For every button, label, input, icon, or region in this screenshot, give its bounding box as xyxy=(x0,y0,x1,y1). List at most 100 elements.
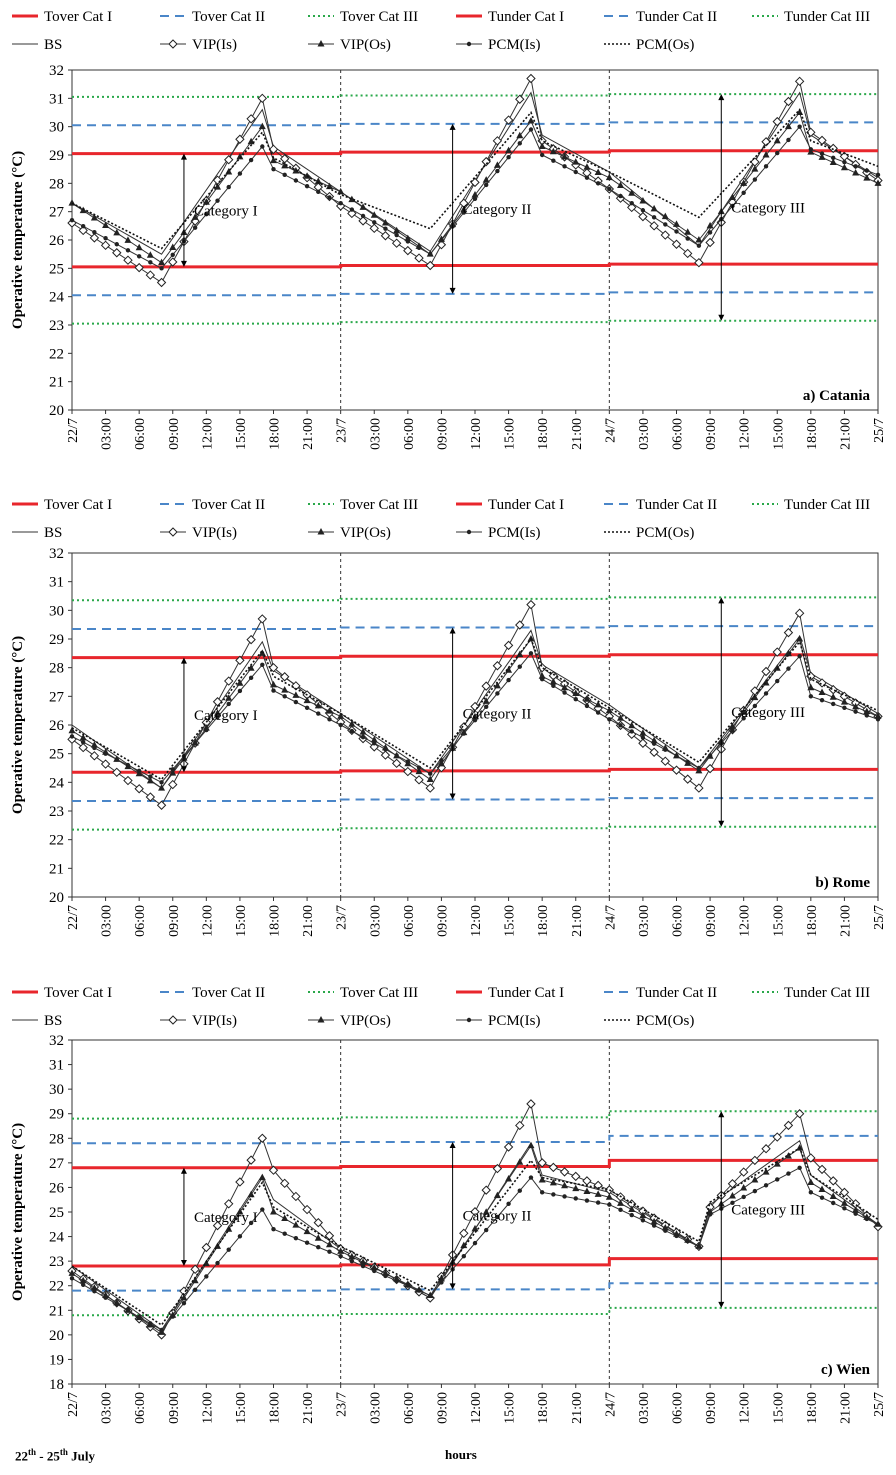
series-marker xyxy=(92,745,97,751)
series-marker xyxy=(180,1294,188,1301)
series-marker xyxy=(696,243,702,248)
series-marker xyxy=(651,1223,657,1228)
x-tick-label: 24/7 xyxy=(603,418,618,443)
series-marker xyxy=(751,1176,759,1183)
category-label: Category I xyxy=(194,1210,258,1226)
series-marker xyxy=(125,1308,131,1313)
series-marker xyxy=(403,245,413,256)
series-marker xyxy=(204,727,209,733)
y-tick-label: 28 xyxy=(49,176,64,192)
series-marker xyxy=(595,1200,601,1205)
series-marker xyxy=(538,142,546,149)
x-tick-label: 21:00 xyxy=(570,1392,585,1424)
series-marker xyxy=(794,1109,805,1119)
series-marker xyxy=(671,765,682,775)
series-marker xyxy=(69,734,75,739)
series-marker xyxy=(618,723,623,728)
series-marker xyxy=(338,200,343,206)
arrow-head xyxy=(718,1301,725,1308)
series-marker xyxy=(92,1289,97,1294)
y-tick-label: 23 xyxy=(49,318,64,334)
series-marker xyxy=(360,213,366,219)
x-tick-label: 09:00 xyxy=(167,905,182,937)
series-marker xyxy=(605,173,613,181)
series-marker xyxy=(359,728,367,735)
x-tick-label: 23/7 xyxy=(335,1392,350,1417)
series-marker xyxy=(763,1183,769,1188)
category-label: Category I xyxy=(194,203,258,219)
series-marker xyxy=(158,258,166,266)
series-marker xyxy=(650,736,658,744)
series-marker xyxy=(741,1194,746,1200)
arrow-head xyxy=(718,314,725,321)
series-marker xyxy=(481,1185,491,1195)
series-marker xyxy=(226,184,231,190)
series-marker xyxy=(537,1158,547,1168)
series-marker xyxy=(224,1199,234,1209)
series-marker xyxy=(226,1247,231,1252)
series-marker xyxy=(90,741,98,748)
series-marker xyxy=(794,608,805,618)
series-marker xyxy=(875,172,881,178)
x-tick-label: 03:00 xyxy=(368,905,383,937)
series-marker xyxy=(316,189,321,195)
series-marker xyxy=(594,168,602,175)
series-marker xyxy=(347,208,357,219)
x-tick-label: 03:00 xyxy=(637,1392,652,1424)
series-marker xyxy=(268,144,279,155)
series-marker xyxy=(775,150,780,156)
series-marker xyxy=(874,712,882,719)
series-marker xyxy=(526,599,536,610)
series-marker xyxy=(169,769,177,776)
series-marker xyxy=(271,166,276,172)
legend-label: Tover Cat II xyxy=(192,9,265,25)
series-marker xyxy=(772,116,782,127)
series-marker xyxy=(257,1133,268,1143)
x-tick-label: 03:00 xyxy=(100,1392,115,1424)
series-marker xyxy=(661,1223,669,1231)
threshold-line xyxy=(72,319,878,325)
series-marker xyxy=(618,193,623,199)
series-marker xyxy=(829,1192,837,1199)
series-marker xyxy=(538,1176,546,1183)
x-tick-label: 09:00 xyxy=(704,1392,719,1424)
legend-marker xyxy=(168,1015,178,1025)
series-marker xyxy=(794,76,805,87)
series-marker xyxy=(551,158,556,163)
series-marker xyxy=(428,771,433,776)
series-marker xyxy=(482,176,490,183)
series-marker xyxy=(383,1273,388,1279)
y-tick-label: 27 xyxy=(49,689,65,705)
series-marker xyxy=(472,196,478,201)
series-marker xyxy=(773,136,781,144)
series-marker xyxy=(706,221,714,229)
series-marker xyxy=(638,211,648,222)
series-marker xyxy=(551,1192,556,1197)
series-marker xyxy=(246,634,256,645)
series-marker xyxy=(817,135,827,146)
legend-label: Tunder Cat II xyxy=(636,9,717,25)
threshold-line xyxy=(72,653,878,660)
series-marker xyxy=(156,800,167,810)
series-marker xyxy=(549,678,557,685)
series-marker xyxy=(145,270,156,280)
legend-marker xyxy=(466,529,472,535)
series-marker xyxy=(796,635,804,642)
series-marker xyxy=(258,122,266,130)
series-marker xyxy=(629,200,634,206)
y-tick-label: 22 xyxy=(49,833,64,849)
series-marker xyxy=(784,122,792,130)
arrow-head xyxy=(718,94,725,101)
series-marker xyxy=(819,1195,825,1200)
x-tick-label: 24/7 xyxy=(603,1392,618,1417)
series-marker xyxy=(808,1190,814,1195)
series-marker xyxy=(650,204,658,212)
y-tick-label: 31 xyxy=(49,1058,64,1074)
series-marker xyxy=(492,136,503,146)
series-marker xyxy=(191,1276,199,1284)
series-marker xyxy=(225,694,233,701)
series-marker xyxy=(258,649,266,656)
series-marker xyxy=(628,1205,636,1213)
series-marker xyxy=(314,1234,322,1241)
series-marker xyxy=(470,1207,480,1217)
